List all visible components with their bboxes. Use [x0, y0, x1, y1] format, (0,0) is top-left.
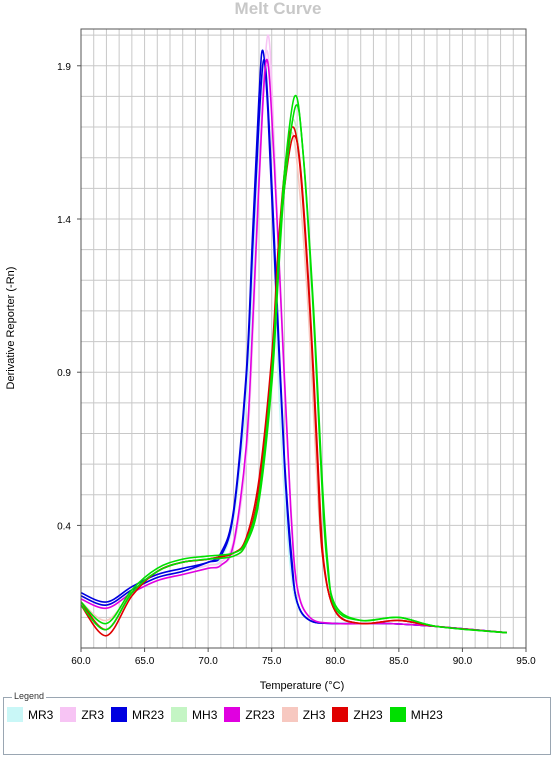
legend-items: MR3 ZR3 MR23 MH3 ZR23 ZH3 ZH23 MH23: [7, 707, 450, 722]
legend: Legend MR3 ZR3 MR23 MH3 ZR23 ZH3 ZH23 MH23: [3, 691, 551, 755]
legend-item-mh23: MH23: [389, 707, 443, 722]
y-tick-label: 0.9: [57, 368, 71, 379]
series-line-mr23: [80, 58, 507, 634]
y-tick-label: 0.4: [57, 521, 71, 532]
y-axis-ticks: 0.4 0.9 1.4 1.9: [57, 62, 81, 532]
x-axis-ticks: 60.0 65.0 70.0 75.0 80.0 85.0 90.0 95.0: [71, 648, 536, 667]
plot-frame: [80, 28, 527, 649]
y-tick-label: 1.9: [57, 62, 71, 73]
legend-item-zr3: ZR3: [60, 707, 104, 722]
legend-item-zh23: ZH23: [332, 707, 383, 722]
legend-swatch: [60, 707, 77, 722]
legend-swatch: [281, 707, 298, 722]
grid: [80, 29, 527, 648]
y-axis-label: Derivative Reporter (-Rn): [5, 267, 17, 390]
legend-item-mh3: MH3: [171, 707, 217, 722]
melt-curve-chart: Melt Curve 60.0 65.0 70.0 75.0 80.0 85.0 90.0 9…: [5, 0, 536, 692]
legend-swatch: [111, 707, 128, 722]
legend-title: Legend: [12, 691, 47, 701]
legend-item-zr23: ZR23: [224, 707, 275, 722]
series-line-mh23: [80, 104, 507, 634]
x-tick-label: 90.0: [453, 656, 473, 667]
x-axis-label: Temperature (°C): [260, 680, 344, 692]
x-tick-label: 65.0: [135, 656, 155, 667]
series-line-zr23: [80, 58, 507, 634]
x-tick-label: 75.0: [262, 656, 282, 667]
legend-label: ZH3: [302, 707, 326, 722]
x-tick-label: 85.0: [389, 656, 409, 667]
legend-swatch: [332, 707, 349, 722]
legend-label: ZR23: [245, 707, 275, 722]
legend-label: MR3: [28, 707, 54, 722]
legend-label: ZR3: [81, 707, 105, 722]
series-lines: [80, 34, 507, 637]
chart-title: Melt Curve: [235, 0, 322, 18]
legend-label: ZH23: [353, 707, 383, 722]
legend-item-mr23: MR23: [111, 707, 164, 722]
legend-swatch: [224, 707, 241, 722]
legend-swatch: [7, 707, 23, 722]
legend-label: MR23: [132, 707, 165, 722]
y-tick-label: 1.4: [57, 215, 71, 226]
x-tick-label: 80.0: [326, 656, 346, 667]
legend-item-mr3: MR3: [7, 707, 53, 722]
legend-swatch: [389, 707, 406, 722]
series-line-mh23: [80, 94, 507, 634]
x-tick-label: 60.0: [71, 656, 91, 667]
x-tick-label: 95.0: [516, 656, 536, 667]
legend-swatch: [171, 707, 188, 722]
legend-item-zh3: ZH3: [281, 707, 326, 722]
legend-label: MH3: [192, 707, 218, 722]
x-tick-label: 70.0: [198, 656, 218, 667]
legend-label: MH23: [410, 707, 443, 722]
